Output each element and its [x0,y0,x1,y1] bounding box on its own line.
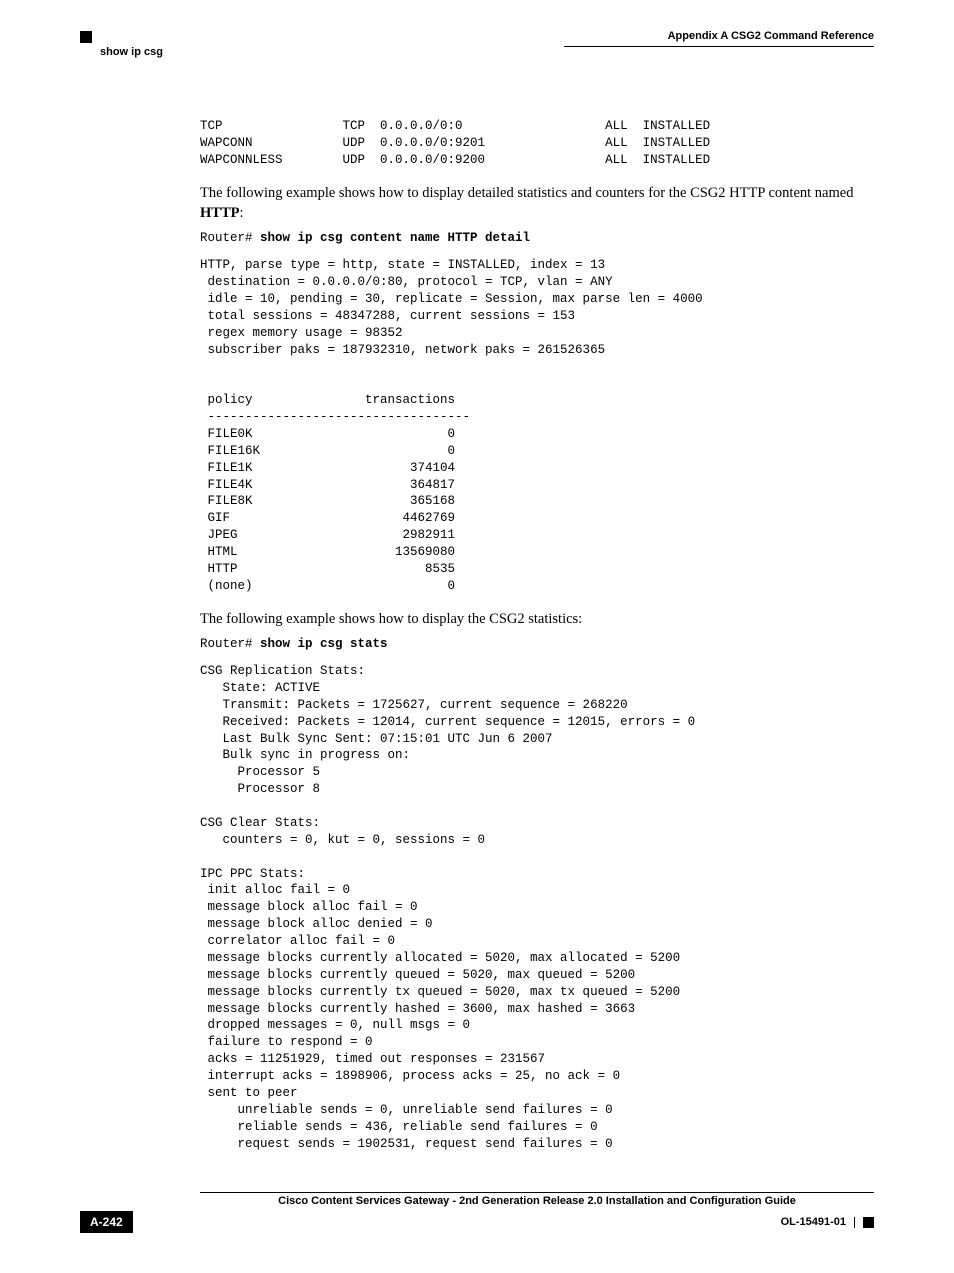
command-line-1: Router# show ip csg content name HTTP de… [200,231,874,245]
cmd1-command: show ip csg content name HTTP detail [260,231,530,245]
command-line-2: Router# show ip csg stats [200,637,874,651]
cmd2-prompt: Router# [200,637,260,651]
para1-bold: HTTP [200,205,239,221]
page-header: show ip csg Appendix A CSG2 Command Refe… [80,30,874,58]
footer-divider [854,1217,855,1228]
document-page: show ip csg Appendix A CSG2 Command Refe… [0,0,954,1273]
code-block-stats: CSG Replication Stats: State: ACTIVE Tra… [200,663,874,1152]
paragraph-detail-intro: The following example shows how to displ… [200,183,874,224]
header-marker-icon [80,31,92,43]
footer-doc-title: Cisco Content Services Gateway - 2nd Gen… [200,1195,874,1207]
header-underline [564,46,874,47]
paragraph-stats-intro: The following example shows how to displ… [200,609,874,629]
page-number-badge: A-242 [80,1211,133,1233]
document-id: OL-15491-01 [781,1216,846,1228]
code-block-http-detail: HTTP, parse type = http, state = INSTALL… [200,257,874,595]
cmd1-prompt: Router# [200,231,260,245]
cmd2-command: show ip csg stats [260,637,388,651]
para1-text-c: : [239,205,243,221]
code-block-protocols: TCP TCP 0.0.0.0/0:0 ALL INSTALLED WAPCON… [200,118,874,169]
header-appendix-label: Appendix A CSG2 Command Reference [668,30,874,46]
page-footer: Cisco Content Services Gateway - 2nd Gen… [80,1192,874,1233]
header-section-label: show ip csg [100,46,163,58]
footer-marker-icon [863,1217,874,1228]
page-content: TCP TCP 0.0.0.0/0:0 ALL INSTALLED WAPCON… [200,118,874,1152]
footer-rule [200,1192,874,1193]
para1-text-a: The following example shows how to displ… [200,185,853,201]
